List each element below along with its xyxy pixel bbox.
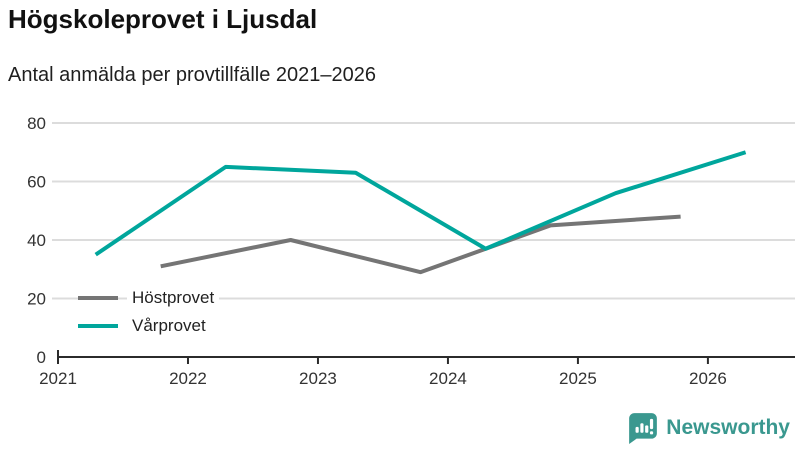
series-line-1	[94, 150, 747, 257]
chart-subtitle: Antal anmälda per provtillfälle 2021–202…	[8, 64, 377, 86]
x-tick-label-2021: 2021	[39, 369, 77, 388]
x-axis-line	[57, 350, 795, 358]
x-tick-label-2025: 2025	[559, 369, 597, 388]
y-tick-label-80: 80	[27, 114, 46, 133]
y-tick-label-60: 60	[27, 173, 46, 192]
x-tick-label-2026: 2026	[689, 369, 727, 388]
brand-logo-text: Newsworthy	[666, 416, 790, 439]
legend-label-varprovet: Vårprovet	[127, 316, 211, 335]
newsworthy-logo-icon	[629, 413, 658, 444]
legend-swatch-varprovet	[78, 323, 118, 328]
x-tick-label-2023: 2023	[299, 369, 337, 388]
legend-item-varprovet: Vårprovet	[78, 316, 219, 335]
y-tick-label-40: 40	[27, 231, 46, 250]
series-line-0	[160, 214, 681, 275]
chart-title: Högskoleprovet i Ljusdal	[8, 4, 318, 34]
y-tick-label-20: 20	[27, 290, 46, 309]
y-tick-label-0: 0	[37, 348, 46, 367]
legend-label-hostprovet: Höstprovet	[127, 288, 220, 307]
brand-logo: Newsworthy	[628, 412, 790, 444]
x-tick-label-2024: 2024	[429, 369, 467, 388]
legend-item-hostprovet: Höstprovet	[78, 288, 220, 307]
legend-swatch-hostprovet	[78, 295, 118, 300]
legend: Höstprovet Vårprovet	[78, 288, 220, 335]
x-tick-label-2022: 2022	[169, 369, 207, 388]
